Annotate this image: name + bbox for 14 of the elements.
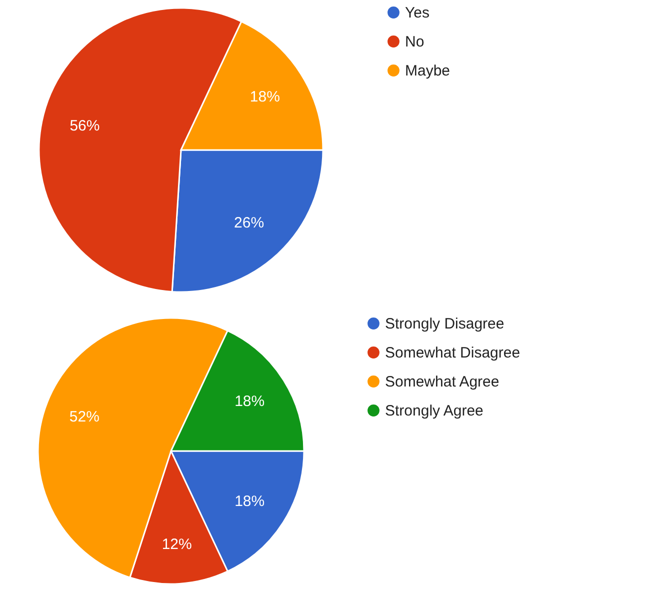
legend-label: No [405,34,424,50]
legend-label: Maybe [405,62,450,80]
data-label: 12% [162,536,192,553]
data-label: 56% [70,117,100,134]
legend-label: Strongly Disagree [385,316,504,332]
legend-label: Somewhat Agree [385,374,500,390]
data-label: 52% [69,408,100,426]
legend-label: Somewhat Disagree [385,344,520,362]
data-label: 18% [250,88,280,106]
legend-label: Strongly Agree [385,402,484,420]
legend-label: Yes [405,4,430,22]
data-label: 18% [234,393,265,410]
data-label: 26% [234,214,264,232]
data-label: 18% [234,492,265,510]
